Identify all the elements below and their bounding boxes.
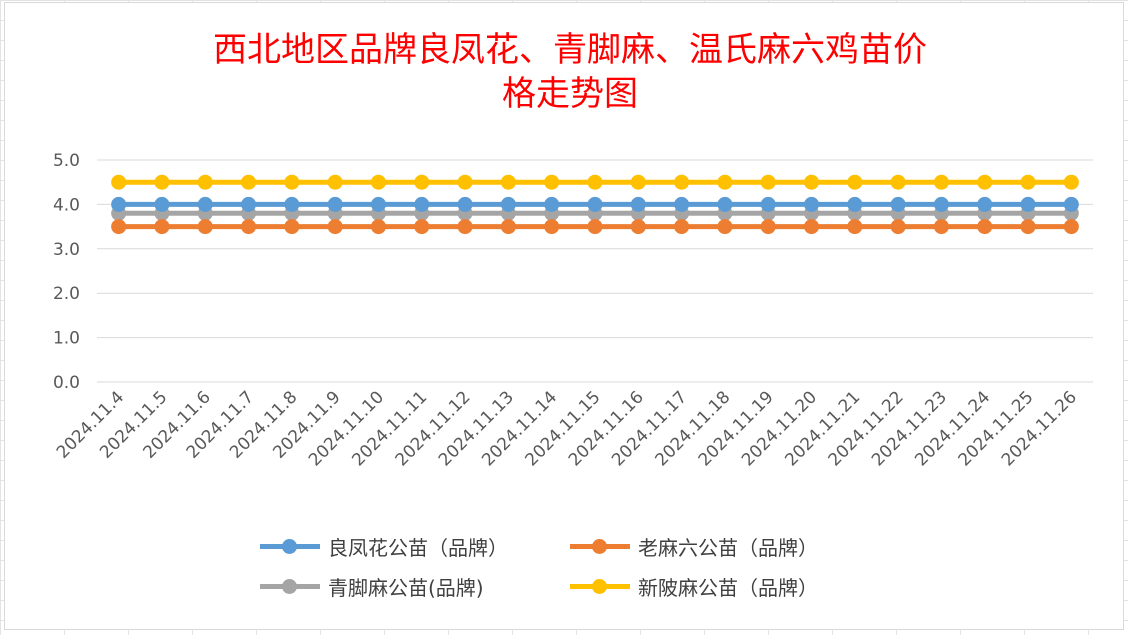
point-s3-20 xyxy=(977,174,993,190)
point-s3-10 xyxy=(544,174,560,190)
point-s1-5 xyxy=(327,219,343,235)
point-s0-0 xyxy=(111,196,127,212)
chart-legend: 良凤花公苗（品牌） 老麻六公苗（品牌） 青脚麻公苗(品牌) 新陂麻公苗（品牌） xyxy=(260,533,900,600)
point-s1-8 xyxy=(457,219,473,235)
point-s1-2 xyxy=(197,219,213,235)
legend-label-qingjiaoma: 青脚麻公苗(品牌) xyxy=(328,575,484,600)
point-s3-22 xyxy=(1063,174,1079,190)
point-s1-20 xyxy=(977,219,993,235)
legend-label-xinpima: 新陂麻公苗（品牌） xyxy=(638,575,818,600)
point-s3-16 xyxy=(804,174,820,190)
legend-swatch-liangfenghua xyxy=(260,533,320,559)
point-s3-3 xyxy=(241,174,257,190)
point-s0-5 xyxy=(327,196,343,212)
legend-swatch-laomaliu xyxy=(570,533,630,559)
y-tick-label-5: 5.0 xyxy=(53,151,80,171)
point-s1-22 xyxy=(1063,219,1079,235)
point-s3-12 xyxy=(630,174,646,190)
point-s0-15 xyxy=(760,196,776,212)
legend-label-laomaliu: 老麻六公苗（品牌） xyxy=(638,535,818,560)
point-s0-18 xyxy=(890,196,906,212)
point-s1-6 xyxy=(370,219,386,235)
point-s3-0 xyxy=(111,174,127,190)
point-s3-5 xyxy=(327,174,343,190)
point-s1-3 xyxy=(241,219,257,235)
point-s3-1 xyxy=(154,174,170,190)
legend-item-qingjiaoma: 青脚麻公苗(品牌) xyxy=(260,573,570,600)
point-s0-21 xyxy=(1020,196,1036,212)
point-s1-0 xyxy=(111,219,127,235)
point-s0-20 xyxy=(977,196,993,212)
point-s1-19 xyxy=(933,219,949,235)
point-s3-7 xyxy=(414,174,430,190)
point-s0-8 xyxy=(457,196,473,212)
legend-item-laomaliu: 老麻六公苗（品牌） xyxy=(570,533,880,560)
point-s3-21 xyxy=(1020,174,1036,190)
point-s1-14 xyxy=(717,219,733,235)
y-tick-label-2: 2.0 xyxy=(53,284,80,304)
point-s0-7 xyxy=(414,196,430,212)
point-s0-19 xyxy=(933,196,949,212)
point-s0-22 xyxy=(1063,196,1079,212)
point-s1-1 xyxy=(154,219,170,235)
point-s1-4 xyxy=(284,219,300,235)
legend-swatch-xinpima xyxy=(570,573,630,599)
point-s1-16 xyxy=(804,219,820,235)
legend-label-liangfenghua: 良凤花公苗（品牌） xyxy=(328,535,508,560)
point-s1-10 xyxy=(544,219,560,235)
y-tick-label-4: 4.0 xyxy=(53,195,80,215)
chart-title: 西北地区品牌良凤花、青脚麻、温氏麻六鸡苗价 格走势图 xyxy=(120,28,1020,116)
y-tick-label-1: 1.0 xyxy=(53,329,80,349)
point-s3-2 xyxy=(197,174,213,190)
point-s0-3 xyxy=(241,196,257,212)
point-s1-7 xyxy=(414,219,430,235)
point-s3-13 xyxy=(674,174,690,190)
point-s3-8 xyxy=(457,174,473,190)
point-s3-19 xyxy=(933,174,949,190)
point-s1-12 xyxy=(630,219,646,235)
point-s0-2 xyxy=(197,196,213,212)
point-s1-11 xyxy=(587,219,603,235)
point-s3-18 xyxy=(890,174,906,190)
point-s0-12 xyxy=(630,196,646,212)
point-s1-18 xyxy=(890,219,906,235)
point-s3-17 xyxy=(847,174,863,190)
point-s3-4 xyxy=(284,174,300,190)
chart-area[interactable] xyxy=(4,2,1124,630)
point-s3-15 xyxy=(760,174,776,190)
chart-title-line-1: 西北地区品牌良凤花、青脚麻、温氏麻六鸡苗价 xyxy=(213,30,927,70)
point-s0-17 xyxy=(847,196,863,212)
point-s1-17 xyxy=(847,219,863,235)
y-tick-label-0: 0.0 xyxy=(53,373,80,393)
point-s0-4 xyxy=(284,196,300,212)
legend-item-liangfenghua: 良凤花公苗（品牌） xyxy=(260,533,570,560)
point-s0-14 xyxy=(717,196,733,212)
point-s1-15 xyxy=(760,219,776,235)
point-s1-21 xyxy=(1020,219,1036,235)
point-s3-14 xyxy=(717,174,733,190)
point-s0-10 xyxy=(544,196,560,212)
point-s0-1 xyxy=(154,196,170,212)
point-s0-9 xyxy=(500,196,516,212)
point-s0-16 xyxy=(804,196,820,212)
point-s3-6 xyxy=(370,174,386,190)
chart-title-line-2: 格走势图 xyxy=(502,74,638,114)
point-s1-13 xyxy=(674,219,690,235)
point-s0-11 xyxy=(587,196,603,212)
point-s0-6 xyxy=(370,196,386,212)
legend-item-xinpima: 新陂麻公苗（品牌） xyxy=(570,573,880,600)
point-s3-9 xyxy=(500,174,516,190)
legend-swatch-qingjiaoma xyxy=(260,573,320,599)
point-s1-9 xyxy=(500,219,516,235)
point-s0-13 xyxy=(674,196,690,212)
point-s3-11 xyxy=(587,174,603,190)
y-tick-label-3: 3.0 xyxy=(53,240,80,260)
